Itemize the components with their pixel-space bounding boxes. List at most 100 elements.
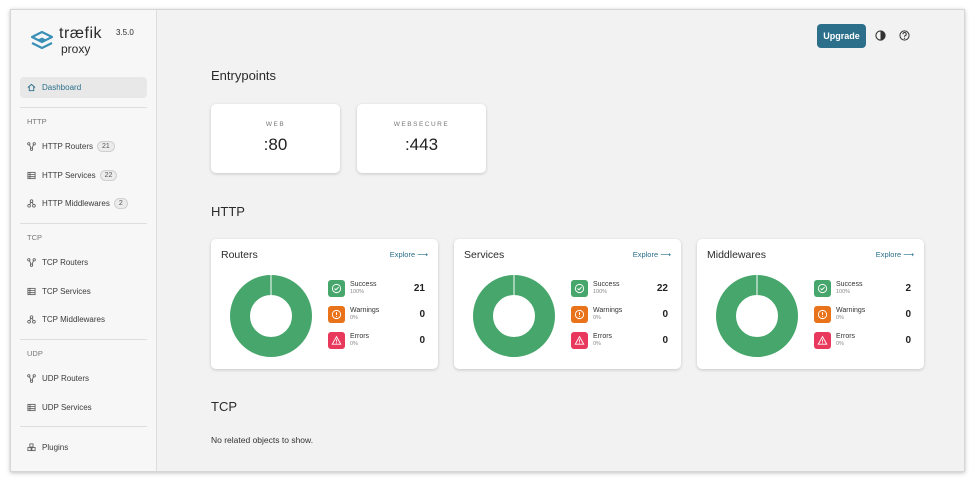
traefik-logo-icon bbox=[30, 30, 54, 50]
stat-percent: 0% bbox=[836, 341, 844, 347]
services-icon bbox=[27, 287, 36, 296]
count-badge: 21 bbox=[96, 141, 115, 152]
sidebar-item-label: HTTP Routers bbox=[42, 142, 93, 151]
app-window: træfik proxy 3.5.0 Dashboard HTTP HTTP R… bbox=[10, 9, 965, 472]
brand-name: træfik bbox=[59, 25, 102, 42]
count-badge: 22 bbox=[99, 170, 118, 181]
stat-row-warnings: Warnings 0% 0 bbox=[814, 306, 911, 324]
sidebar-item-dashboard[interactable]: Dashboard bbox=[20, 77, 147, 98]
http-middlewares-card: Middlewares Explore ⟶ Success 100% 2 War… bbox=[697, 239, 924, 369]
stat-percent: 100% bbox=[836, 289, 851, 295]
sidebar-item-http-middlewares[interactable]: HTTP Middlewares 2 bbox=[20, 193, 147, 214]
brand-sub: proxy bbox=[61, 42, 91, 56]
sidebar-item-label: TCP Middlewares bbox=[42, 315, 105, 324]
success-icon bbox=[571, 280, 588, 297]
tcp-empty-message: No related objects to show. bbox=[211, 435, 314, 445]
stat-label: Warnings bbox=[350, 307, 380, 314]
warning-icon bbox=[571, 306, 588, 323]
stat-row-warnings: Warnings 0% 0 bbox=[328, 306, 425, 324]
router-icon bbox=[27, 374, 36, 383]
traefik-logo[interactable]: træfik proxy 3.5.0 bbox=[29, 26, 139, 60]
warning-icon bbox=[328, 306, 345, 323]
stat-count: 0 bbox=[419, 309, 425, 320]
sidebar-item-tcp-services[interactable]: TCP Services bbox=[20, 281, 147, 302]
divider bbox=[20, 107, 147, 108]
stat-count: 0 bbox=[662, 309, 668, 320]
stat-row-success: Success 100% 22 bbox=[571, 280, 668, 298]
stat-percent: 0% bbox=[350, 315, 358, 321]
stat-row-success: Success 100% 21 bbox=[328, 280, 425, 298]
entrypoint-port: :443 bbox=[404, 135, 439, 154]
upgrade-button[interactable]: Upgrade bbox=[817, 24, 866, 48]
arrow-right-icon: ⟶ bbox=[660, 250, 671, 259]
stat-row-errors: Errors 0% 0 bbox=[328, 332, 425, 350]
sidebar-item-label: Plugins bbox=[42, 443, 69, 452]
card-title: Services bbox=[464, 249, 505, 261]
stat-label: Errors bbox=[836, 333, 856, 340]
router-icon bbox=[27, 258, 36, 267]
explore-link[interactable]: Explore ⟶ bbox=[633, 250, 671, 259]
warning-icon bbox=[814, 306, 831, 323]
entrypoint-card-websecure[interactable]: WEBSECURE :443 bbox=[357, 104, 486, 173]
http-heading: HTTP bbox=[211, 204, 245, 219]
sidebar-item-label: HTTP Middlewares bbox=[42, 199, 110, 208]
http-services-card: Services Explore ⟶ Success 100% 22 Warni… bbox=[454, 239, 681, 369]
sidebar-item-label: HTTP Services bbox=[42, 171, 96, 180]
card-title: Middlewares bbox=[707, 249, 766, 261]
sidebar-item-tcp-middlewares[interactable]: TCP Middlewares bbox=[20, 309, 147, 330]
entrypoint-card-web[interactable]: WEB :80 bbox=[211, 104, 340, 173]
http-routers-card: Routers Explore ⟶ Success 100% 21 Warnin… bbox=[211, 239, 438, 369]
help-icon[interactable] bbox=[899, 30, 910, 41]
router-icon bbox=[27, 142, 36, 151]
entrypoint-name: WEB bbox=[265, 121, 286, 128]
success-icon bbox=[328, 280, 345, 297]
contrast-icon[interactable] bbox=[875, 30, 886, 41]
stat-percent: 0% bbox=[593, 315, 601, 321]
stat-label: Success bbox=[593, 281, 620, 288]
sidebar-item-plugins[interactable]: Plugins bbox=[20, 437, 147, 458]
success-donut-chart bbox=[473, 275, 555, 357]
card-title: Routers bbox=[221, 249, 258, 261]
stat-count: 2 bbox=[905, 283, 911, 294]
sidebar-item-http-services[interactable]: HTTP Services 22 bbox=[20, 165, 147, 186]
explore-label: Explore bbox=[875, 250, 902, 259]
stat-label: Errors bbox=[593, 333, 613, 340]
sidebar-item-udp-services[interactable]: UDP Services bbox=[20, 397, 147, 418]
sidebar-item-http-routers[interactable]: HTTP Routers 21 bbox=[20, 136, 147, 157]
section-label-tcp: TCP bbox=[27, 233, 42, 242]
services-icon bbox=[27, 171, 36, 180]
error-icon bbox=[328, 332, 345, 349]
services-icon bbox=[27, 403, 36, 412]
arrow-right-icon: ⟶ bbox=[903, 250, 914, 259]
explore-link[interactable]: Explore ⟶ bbox=[876, 250, 914, 259]
stat-percent: 0% bbox=[836, 315, 844, 321]
success-donut-chart bbox=[230, 275, 312, 357]
divider bbox=[20, 426, 147, 427]
entrypoint-name: WEBSECURE bbox=[393, 121, 450, 128]
divider bbox=[20, 339, 147, 340]
brand-version: 3.5.0 bbox=[116, 28, 134, 37]
middleware-icon bbox=[27, 199, 36, 208]
explore-label: Explore bbox=[632, 250, 659, 259]
sidebar-item-label: TCP Routers bbox=[42, 258, 89, 267]
success-icon bbox=[814, 280, 831, 297]
explore-link[interactable]: Explore ⟶ bbox=[390, 250, 428, 259]
middleware-icon bbox=[27, 315, 36, 324]
stat-percent: 100% bbox=[593, 289, 608, 295]
stat-count: 0 bbox=[662, 335, 668, 346]
error-icon bbox=[571, 332, 588, 349]
tcp-heading: TCP bbox=[211, 399, 237, 414]
home-icon bbox=[27, 83, 36, 92]
plugins-icon bbox=[27, 443, 36, 452]
stat-count: 22 bbox=[656, 283, 668, 294]
sidebar-item-label: TCP Services bbox=[42, 287, 91, 296]
section-label-http: HTTP bbox=[27, 117, 47, 126]
sidebar-item-udp-routers[interactable]: UDP Routers bbox=[20, 368, 147, 389]
stat-row-errors: Errors 0% 0 bbox=[571, 332, 668, 350]
stat-count: 0 bbox=[419, 335, 425, 346]
explore-label: Explore bbox=[389, 250, 416, 259]
sidebar-item-tcp-routers[interactable]: TCP Routers bbox=[20, 252, 147, 273]
section-label-udp: UDP bbox=[27, 349, 43, 358]
stat-row-warnings: Warnings 0% 0 bbox=[571, 306, 668, 324]
sidebar-item-label: UDP Services bbox=[42, 403, 92, 412]
